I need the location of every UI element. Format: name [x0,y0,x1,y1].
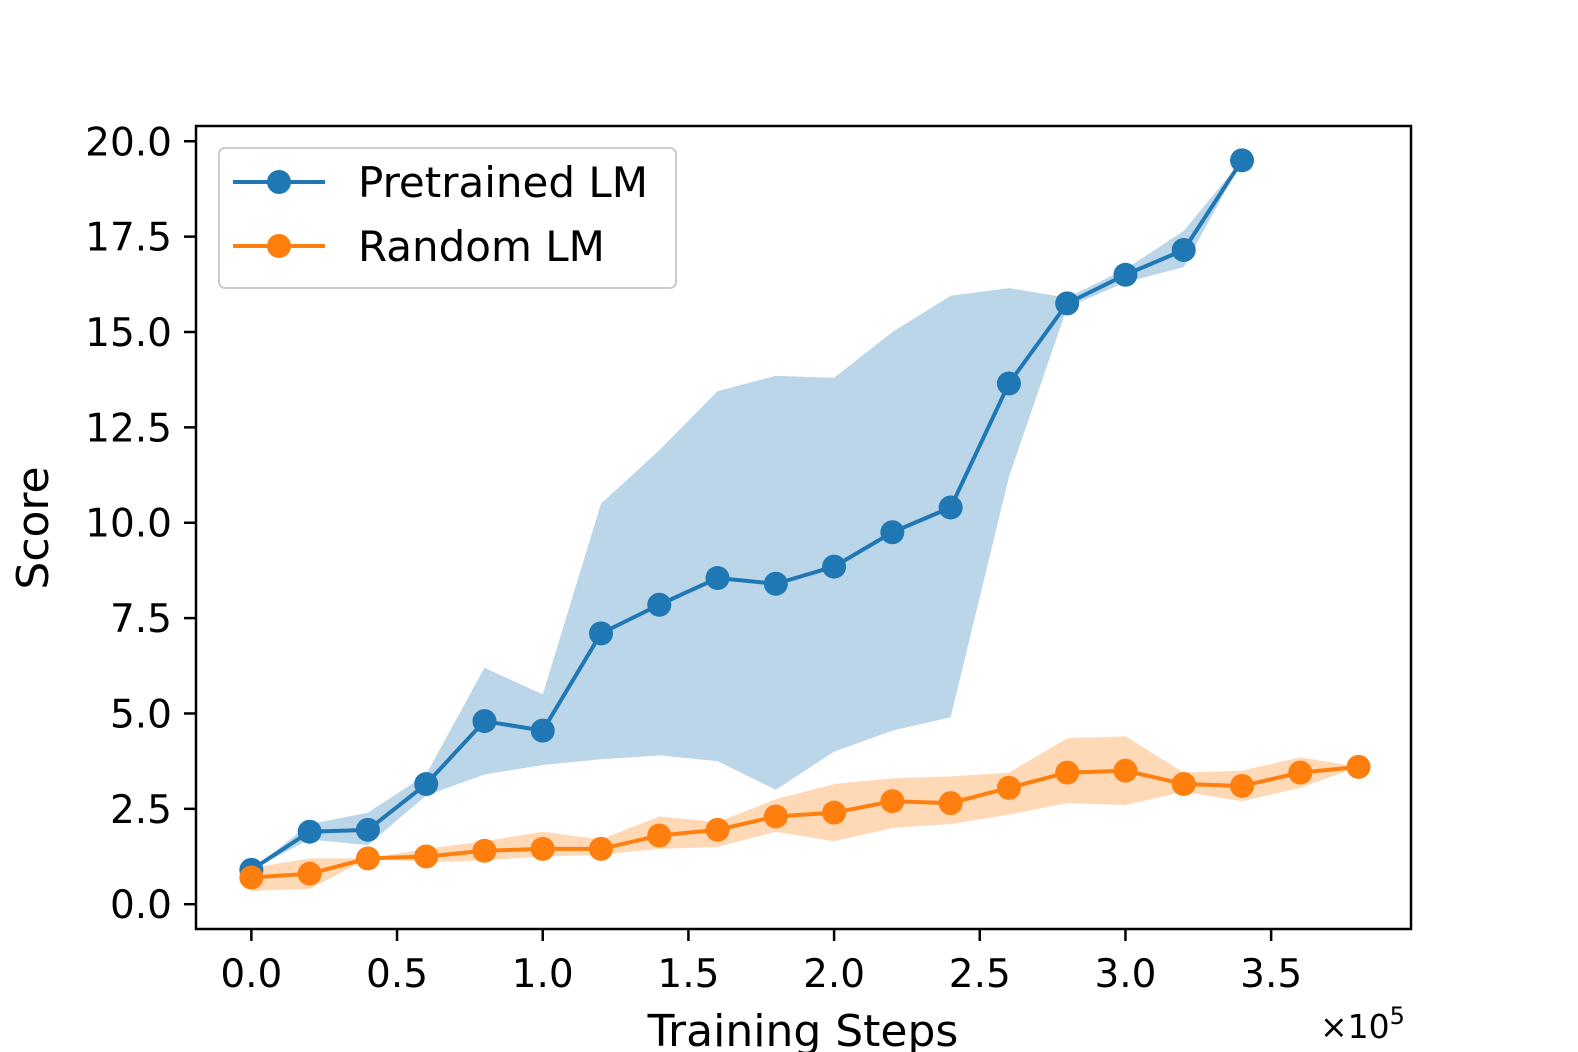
legend-marker-pretrained-lm [267,170,291,194]
x-axis-offset-base: ×10 [1320,1007,1390,1046]
random-lm-point [1288,760,1313,785]
pretrained-lm-point [355,817,380,842]
pretrained-lm-band [251,160,1243,870]
plot-area-frame [194,124,1413,931]
y-axis: 0.0 2.5 5.0 7.5 10.0 12.5 15.0 17.5 20.0 [85,120,196,928]
pretrained-lm-point [880,520,905,545]
random-lm-point [822,800,847,825]
random-lm-point [1113,758,1138,783]
y-tick-label: 5.0 [110,692,172,737]
legend-label-random-lm: Random LM [358,222,605,271]
random-lm-point [996,775,1021,800]
y-tick-label: 17.5 [85,216,172,261]
x-tick-label: 3.5 [1240,952,1302,997]
pretrained-lm-point [1171,237,1196,262]
random-lm-point [705,817,730,842]
random-lm-point [530,836,555,861]
pretrained-lm-point [472,709,497,734]
series-markers [239,148,1371,890]
random-lm-point [355,846,380,871]
y-tick-label: 2.5 [110,788,172,833]
random-lm-point [589,836,613,861]
pretrained-lm-point [530,718,555,743]
legend-label-pretrained-lm: Pretrained LM [358,158,648,207]
x-tick-label: 1.5 [657,952,719,997]
random-lm-point [472,838,497,863]
x-tick-label: 0.0 [220,952,282,997]
y-axis-label: Score [8,466,59,589]
pretrained-lm-point [647,592,672,617]
x-tick-label: 1.0 [512,952,574,997]
pretrained-lm-point [822,554,847,579]
y-tick-label: 7.5 [110,597,172,642]
random-lm-point [647,823,672,848]
legend: Pretrained LM Random LM [218,147,677,289]
random-lm-point [297,861,322,886]
random-lm-point [1171,772,1196,797]
random-lm-point [880,789,905,814]
random-lm-point [1346,754,1371,779]
x-tick-label: 0.5 [366,952,428,997]
x-axis: 0.0 0.5 1.0 1.5 2.0 2.5 3.0 3.5 [220,929,1302,997]
y-tick-label: 12.5 [85,406,172,451]
y-tick-label: 15.0 [85,311,172,356]
legend-frame [218,147,677,289]
pretrained-lm-point [1055,291,1080,316]
x-axis-offset-exponent: 5 [1390,1002,1405,1030]
pretrained-lm-point [589,621,613,646]
random-lm-point [239,865,264,890]
x-tick-label: 2.0 [803,952,865,997]
pretrained-lm-point [705,566,730,591]
pretrained-lm-point [763,571,788,596]
pretrained-lm-point [1113,262,1138,287]
random-lm-point [763,804,788,829]
y-tick-label: 10.0 [85,502,172,547]
pretrained-lm-point [1230,148,1255,173]
x-axis-label: Training Steps [647,1006,959,1052]
pretrained-lm-point [938,495,963,520]
pretrained-lm-point [297,819,322,844]
pretrained-lm-point [414,772,439,797]
random-lm-point [938,791,963,816]
x-tick-label: 3.0 [1094,952,1156,997]
random-lm-point [1230,773,1255,798]
y-tick-label: 0.0 [110,883,172,928]
x-axis-offset-label: ×105 [1320,1002,1405,1046]
legend-marker-random-lm [267,234,291,258]
random-lm-point [414,844,439,869]
pretrained-lm-point [996,371,1021,396]
x-tick-label: 2.5 [949,952,1011,997]
random-lm-point [1055,760,1080,785]
y-tick-label: 20.0 [85,120,172,165]
